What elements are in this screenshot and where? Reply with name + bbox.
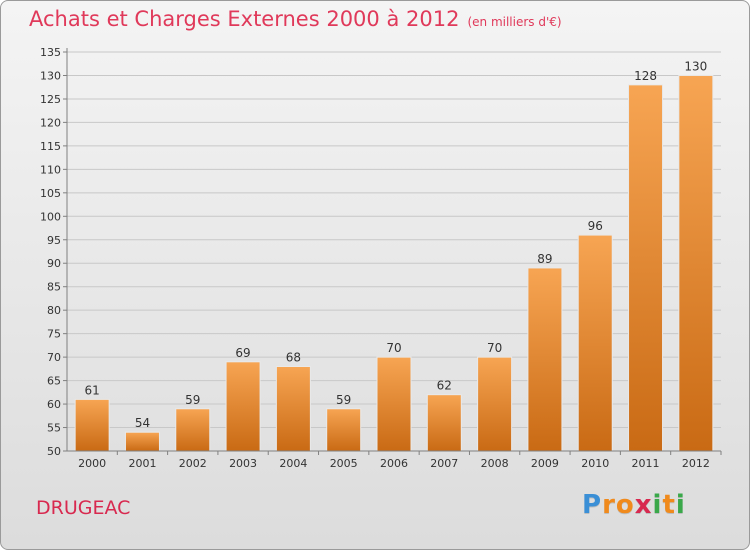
y-tick-label: 85 — [47, 281, 61, 294]
logo-letter: i — [652, 490, 663, 520]
x-tick-label: 2002 — [179, 457, 207, 470]
bar — [477, 356, 513, 452]
logo-letter: x — [634, 490, 653, 520]
x-tick-label: 2004 — [279, 457, 307, 470]
y-tick-label: 115 — [40, 140, 61, 153]
y-tick-label: 125 — [40, 93, 61, 106]
y-tick-label: 75 — [47, 328, 61, 341]
data-label: 54 — [135, 416, 150, 430]
title-text: Achats et Charges Externes 2000 à 2012 — [29, 7, 460, 31]
chart-title: Achats et Charges Externes 2000 à 2012 (e… — [29, 7, 562, 31]
data-label: 68 — [286, 351, 301, 365]
data-label: 69 — [235, 346, 250, 360]
bar — [376, 356, 412, 452]
x-tick-label: 2011 — [632, 457, 660, 470]
bar — [175, 408, 211, 452]
x-tick-label: 2005 — [330, 457, 358, 470]
bar — [426, 394, 462, 452]
y-tick-label: 55 — [47, 422, 61, 435]
bar — [225, 361, 261, 452]
bar — [326, 408, 362, 452]
y-tick-label: 70 — [47, 351, 61, 364]
x-tick-label: 2009 — [531, 457, 559, 470]
y-tick-label: 110 — [40, 163, 61, 176]
commune-name: DRUGEAC — [36, 497, 131, 519]
y-tick-label: 130 — [40, 69, 61, 82]
bar — [577, 234, 613, 452]
data-label: 128 — [634, 69, 657, 83]
y-tick-label: 95 — [47, 234, 61, 247]
x-tick-label: 2006 — [380, 457, 408, 470]
bar — [527, 267, 563, 452]
y-tick-label: 90 — [47, 257, 61, 270]
y-axis-ticks: 50 55 60 65 70 75 80 85 90 95 100 105 110 115 120 125 13… — [40, 46, 67, 458]
logo-letter: o — [615, 490, 635, 520]
x-tick-label: 2010 — [581, 457, 609, 470]
bar — [74, 398, 110, 452]
x-tick-label: 2012 — [682, 457, 710, 470]
y-tick-label: 60 — [47, 398, 61, 411]
y-tick-label: 50 — [47, 445, 61, 458]
x-axis-ticks: 2000 2001 2002 2003 2004 2005 2006 2007 2008 2009… — [78, 451, 722, 470]
logo-letter: t — [662, 490, 676, 520]
chart-subtitle: (en milliers d'€) — [467, 15, 562, 29]
x-tick-label: 2003 — [229, 457, 257, 470]
axes — [66, 48, 721, 452]
data-label: 59 — [185, 393, 200, 407]
data-label: 59 — [336, 393, 351, 407]
y-tick-label: 100 — [40, 210, 61, 223]
y-tick-label: 80 — [47, 304, 61, 317]
bar — [628, 84, 664, 452]
x-tick-label: 2000 — [78, 457, 106, 470]
data-label: 62 — [437, 379, 452, 393]
proxiti-logo: Proxiti — [582, 490, 686, 520]
bar — [678, 74, 714, 452]
y-tick-label: 65 — [47, 375, 61, 388]
bar — [124, 431, 160, 452]
y-tick-label: 120 — [40, 116, 61, 129]
data-label: 96 — [588, 219, 603, 233]
bar — [275, 366, 311, 452]
data-label: 61 — [85, 383, 100, 397]
y-tick-label: 105 — [40, 187, 61, 200]
data-labels: 61 54 59 69 68 59 70 62 70 89 96 128 130 — [85, 59, 708, 430]
data-label: 70 — [487, 341, 502, 355]
logo-letter: i — [675, 490, 686, 520]
logo-letter: P — [582, 490, 603, 520]
logo-letter: r — [602, 490, 616, 520]
x-tick-label: 2007 — [430, 457, 458, 470]
data-label: 70 — [386, 341, 401, 355]
x-tick-label: 2008 — [481, 457, 509, 470]
bars — [74, 74, 714, 452]
data-label: 130 — [684, 59, 707, 73]
x-tick-label: 2001 — [128, 457, 156, 470]
data-label: 89 — [537, 252, 552, 266]
y-tick-label: 135 — [40, 46, 61, 59]
